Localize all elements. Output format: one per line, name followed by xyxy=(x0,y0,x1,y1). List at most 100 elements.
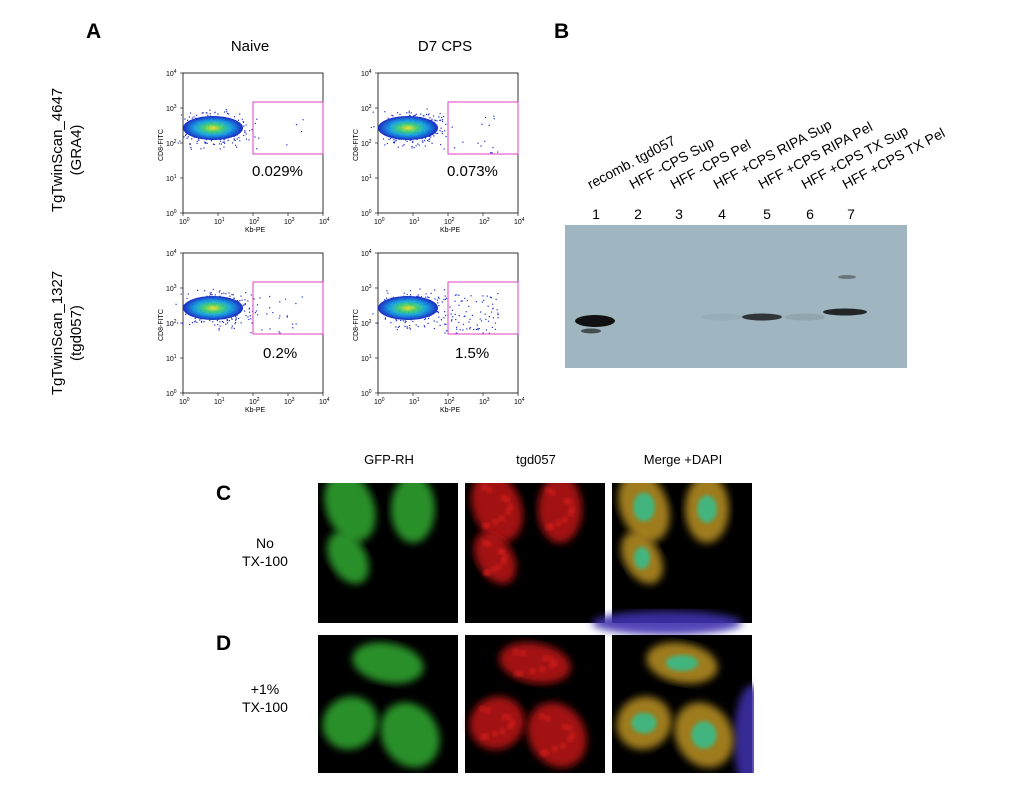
event-dot xyxy=(191,138,193,140)
event-dot xyxy=(455,318,457,321)
event-dot xyxy=(229,295,231,297)
event-dot xyxy=(239,113,241,115)
x-tick-label: 103 xyxy=(479,217,490,226)
x-tick-label: 103 xyxy=(284,217,295,226)
row-label-gra4-line1: TgTwinScan_4647 xyxy=(49,87,66,213)
event-dot xyxy=(222,321,225,323)
event-dot xyxy=(411,147,413,149)
event-dot xyxy=(427,296,429,298)
event-dot xyxy=(408,110,410,112)
cell-nucleus xyxy=(631,712,657,734)
x-tick-label: 103 xyxy=(479,397,490,406)
event-dot xyxy=(372,111,374,113)
cell-speckle xyxy=(497,548,504,555)
event-dot xyxy=(454,300,456,302)
event-dot xyxy=(416,295,418,298)
event-dot xyxy=(392,296,395,299)
event-dot xyxy=(425,296,427,298)
event-dot xyxy=(417,143,419,145)
event-dot xyxy=(430,292,432,294)
event-dot xyxy=(404,322,406,324)
event-dot xyxy=(491,152,493,154)
row-label-tgd057: TgTwinScan_1327 (tgd057) xyxy=(48,243,88,423)
event-dot xyxy=(210,292,212,294)
event-dot xyxy=(240,322,242,324)
event-dot xyxy=(445,323,447,326)
event-dot xyxy=(225,293,227,295)
event-dot xyxy=(186,297,188,300)
event-dot xyxy=(497,314,499,316)
event-dot xyxy=(466,328,468,330)
event-dot xyxy=(227,139,229,141)
cell-speckle xyxy=(495,563,502,570)
y-axis-label: CD8-FITC xyxy=(158,129,165,161)
event-dot xyxy=(251,322,253,324)
event-dot xyxy=(412,141,414,144)
event-dot xyxy=(189,143,191,146)
event-dot xyxy=(210,294,212,296)
event-dot xyxy=(250,318,252,320)
cell-speckle xyxy=(486,541,493,548)
event-dot xyxy=(231,318,233,320)
event-dot xyxy=(458,321,460,324)
event-dot xyxy=(188,116,191,118)
event-dot xyxy=(384,317,386,319)
event-dot xyxy=(424,137,427,139)
lane-number: 3 xyxy=(675,206,683,222)
event-dot xyxy=(430,136,432,138)
cell-speckle xyxy=(567,510,574,517)
event-dot xyxy=(205,142,207,144)
event-dot xyxy=(403,143,405,146)
event-dot xyxy=(425,113,428,115)
event-dot xyxy=(386,290,388,292)
event-dot xyxy=(219,325,221,327)
lane-number: 4 xyxy=(718,206,726,222)
event-dot xyxy=(434,289,436,291)
event-dot xyxy=(219,148,221,150)
event-dot xyxy=(484,140,486,142)
event-dot xyxy=(399,113,401,116)
event-dot xyxy=(496,309,498,311)
cell-nucleus xyxy=(633,492,655,522)
event-dot xyxy=(395,318,397,321)
cell-speckle xyxy=(561,516,568,523)
event-dot xyxy=(396,328,398,331)
cell-speckle xyxy=(529,668,536,675)
event-dot xyxy=(443,317,445,319)
event-dot xyxy=(444,295,446,297)
event-dot xyxy=(426,108,428,110)
event-dot xyxy=(226,112,229,115)
event-dot xyxy=(406,140,408,143)
event-dot xyxy=(488,332,490,334)
event-dot xyxy=(440,319,442,321)
micro-tile xyxy=(612,635,754,773)
event-dot xyxy=(458,315,460,317)
micro-title-gfp: GFP-RH xyxy=(364,452,414,467)
y-tick-label: 100 xyxy=(361,389,372,398)
event-dot xyxy=(204,141,206,143)
event-dot xyxy=(253,298,255,300)
condition-tx-line1: +1% xyxy=(250,681,280,697)
event-dot xyxy=(465,311,467,313)
micro-tile xyxy=(318,635,458,773)
event-dot xyxy=(438,316,440,318)
event-dot xyxy=(238,317,240,319)
event-dot xyxy=(400,319,402,322)
x-tick-label: 102 xyxy=(444,217,455,226)
event-dot xyxy=(436,299,438,301)
cell xyxy=(391,483,435,543)
cell-speckle xyxy=(481,523,488,530)
event-dot xyxy=(444,130,446,132)
event-dot xyxy=(248,130,251,132)
event-dot xyxy=(469,318,471,320)
event-dot xyxy=(182,304,184,306)
event-dot xyxy=(191,322,194,324)
event-dot xyxy=(193,116,195,118)
event-dot xyxy=(376,322,378,324)
percent-tgd057-d7: 1.5% xyxy=(455,345,490,362)
event-dot xyxy=(261,329,263,331)
event-dot xyxy=(437,312,440,314)
event-dot xyxy=(408,327,411,329)
event-dot xyxy=(219,140,222,142)
